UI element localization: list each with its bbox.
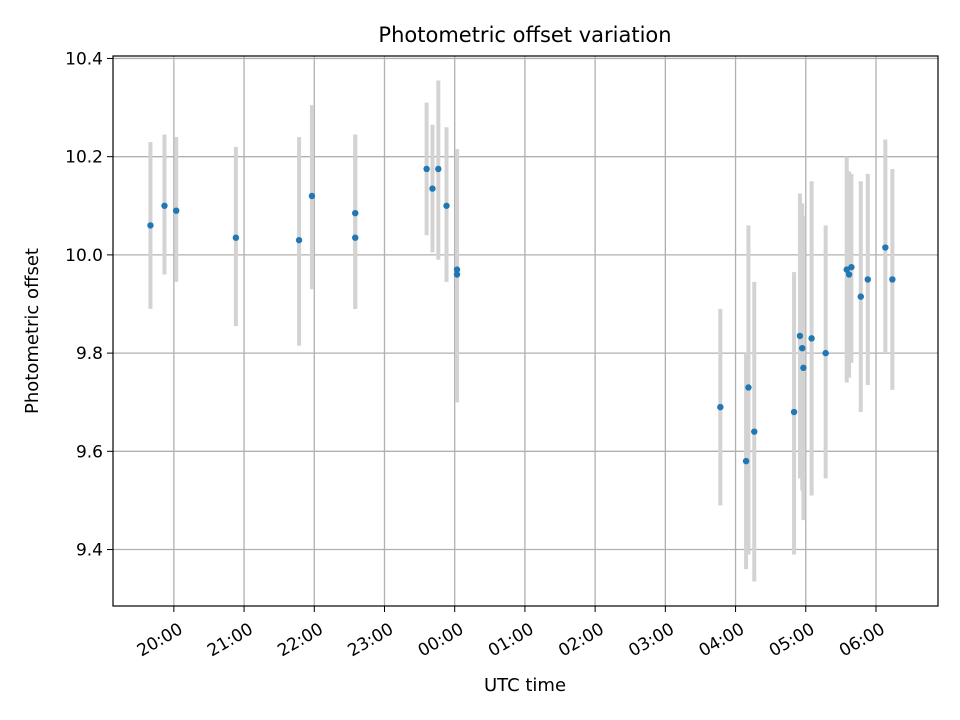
y-axis-ticks: 9.4 9.6 9.8 10.0 10.2 10.4 — [65, 49, 113, 561]
x-tick-label: 21:00 — [204, 619, 256, 661]
data-point — [161, 202, 168, 209]
errorbars — [148, 80, 895, 582]
data-point — [352, 234, 359, 241]
data-point — [429, 185, 436, 192]
data-point — [845, 271, 853, 278]
chart-title: Photometric offset variation — [378, 23, 671, 47]
data-point — [808, 335, 815, 342]
plot-frame — [112, 55, 939, 607]
data-point — [889, 276, 896, 283]
x-tick-label: 04:00 — [696, 619, 748, 661]
data-point — [295, 236, 303, 244]
x-tick-label: 02:00 — [555, 619, 607, 661]
y-tick-label: 10.4 — [65, 49, 103, 69]
data-point — [147, 222, 154, 229]
y-tick-label: 10.0 — [65, 246, 103, 266]
y-tick-label: 9.4 — [76, 541, 103, 561]
data-point — [800, 364, 807, 372]
y-tick-label: 9.6 — [76, 442, 103, 462]
x-tick-label: 06:00 — [836, 619, 888, 661]
data-point — [172, 207, 180, 214]
x-tick-label: 01:00 — [485, 619, 537, 661]
data-point — [717, 403, 724, 411]
data-point — [799, 344, 806, 352]
data-point — [864, 276, 871, 283]
y-tick-label: 10.2 — [65, 148, 103, 168]
data-point — [443, 202, 450, 209]
y-tick-label: 9.8 — [76, 344, 103, 364]
x-tick-label: 23:00 — [345, 619, 397, 661]
data-point — [232, 234, 240, 241]
data-point — [453, 271, 461, 278]
data-point — [423, 165, 430, 173]
data-point — [745, 384, 752, 391]
x-axis-ticks: 20:00 21:00 22:00 23:00 00:00 01:00 02:00 03:00… — [134, 606, 888, 661]
x-tick-label: 20:00 — [134, 619, 186, 661]
data-point — [822, 349, 829, 357]
x-tick-label: 03:00 — [625, 619, 677, 661]
data-point — [790, 408, 798, 416]
data-point — [435, 165, 442, 173]
data-point — [796, 332, 804, 340]
data-point — [742, 457, 750, 465]
data-point — [308, 192, 316, 200]
x-tick-label: 00:00 — [415, 619, 467, 661]
data-point — [352, 209, 359, 217]
data-points — [147, 165, 896, 465]
data-point — [751, 428, 758, 435]
data-point — [848, 263, 855, 271]
grid — [113, 56, 938, 606]
data-point — [882, 244, 889, 251]
x-axis-label: UTC time — [484, 675, 566, 696]
y-axis-label: Photometric offset — [22, 248, 43, 414]
x-tick-label: 05:00 — [766, 619, 818, 661]
x-tick-label: 22:00 — [274, 619, 326, 661]
data-point — [857, 293, 864, 300]
data-point — [453, 266, 461, 273]
